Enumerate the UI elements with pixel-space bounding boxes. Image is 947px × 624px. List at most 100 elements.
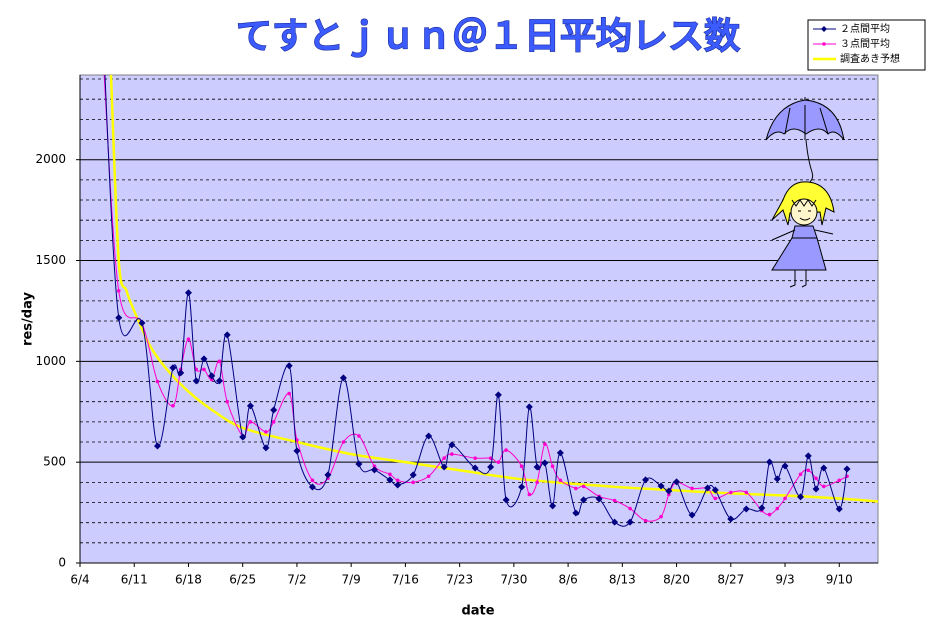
- marker: [225, 399, 230, 404]
- marker: [388, 472, 392, 477]
- marker: [246, 402, 254, 410]
- marker: [758, 504, 766, 512]
- x-tick-label: 6/11: [121, 573, 148, 587]
- x-tick-label: 7/9: [342, 573, 361, 587]
- marker: [704, 484, 712, 492]
- marker: [355, 460, 363, 468]
- marker: [550, 464, 555, 469]
- marker: [642, 476, 650, 484]
- marker: [494, 391, 502, 399]
- illustration: [765, 97, 845, 288]
- series-group: [103, 75, 878, 527]
- marker: [628, 506, 632, 511]
- series-line: [109, 75, 878, 503]
- marker: [262, 444, 270, 452]
- marker: [541, 459, 549, 467]
- x-tick-label: 6/4: [70, 573, 89, 587]
- marker: [357, 434, 361, 438]
- marker: [665, 487, 673, 495]
- marker: [727, 515, 735, 523]
- y-tick-label: 0: [58, 556, 66, 570]
- marker: [215, 377, 223, 385]
- marker: [488, 456, 493, 460]
- marker: [177, 369, 185, 377]
- marker: [581, 484, 586, 489]
- marker: [496, 460, 501, 464]
- marker: [209, 377, 214, 382]
- x-tick-label: 6/25: [229, 573, 256, 587]
- y-tick-label: 2000: [35, 152, 66, 166]
- marker: [138, 319, 146, 327]
- marker: [766, 458, 774, 466]
- marker: [711, 486, 719, 494]
- marker: [543, 442, 547, 446]
- marker: [171, 403, 175, 408]
- marker: [473, 456, 477, 460]
- marker: [574, 486, 578, 491]
- marker: [324, 471, 332, 479]
- marker: [659, 514, 663, 519]
- x-tick-label: 7/30: [500, 573, 527, 587]
- marker: [339, 374, 347, 382]
- marker: [533, 463, 541, 471]
- marker: [285, 362, 293, 370]
- marker: [643, 518, 648, 523]
- marker: [688, 511, 696, 519]
- marker: [837, 478, 842, 483]
- marker: [471, 464, 479, 472]
- marker: [773, 475, 781, 483]
- marker: [116, 288, 121, 293]
- legend-label: ３点間平均: [840, 38, 890, 50]
- x-tick-label: 7/16: [392, 573, 419, 587]
- marker: [673, 478, 681, 486]
- x-tick-label: 8/20: [663, 573, 690, 587]
- marker: [814, 476, 818, 481]
- marker: [502, 496, 510, 504]
- marker: [372, 464, 377, 469]
- marker: [626, 518, 634, 526]
- marker: [580, 496, 588, 504]
- marker: [192, 377, 200, 385]
- marker: [549, 502, 557, 510]
- y-tick-label: 500: [43, 455, 66, 469]
- marker: [448, 441, 456, 449]
- marker: [812, 485, 820, 493]
- x-tick-label: 9/10: [826, 573, 853, 587]
- marker: [525, 403, 533, 411]
- marker: [409, 471, 417, 479]
- x-tick-label: 7/23: [446, 573, 473, 587]
- marker: [767, 512, 772, 517]
- marker: [820, 464, 828, 472]
- marker: [804, 452, 812, 460]
- marker: [519, 464, 524, 469]
- marker: [690, 486, 694, 491]
- marker: [202, 367, 206, 372]
- marker: [535, 480, 539, 485]
- y-tick-label: 1500: [35, 253, 66, 267]
- marker: [186, 337, 191, 341]
- marker: [341, 440, 346, 444]
- y-axis-label: res/day: [21, 292, 36, 346]
- y-tick-label: 1000: [35, 354, 66, 368]
- legend-marker: [822, 42, 826, 46]
- marker: [395, 478, 400, 483]
- marker: [657, 482, 665, 490]
- legend-marker: [821, 26, 827, 32]
- marker: [169, 364, 177, 372]
- marker: [208, 372, 216, 380]
- x-tick-label: 8/6: [558, 573, 577, 587]
- marker: [200, 355, 208, 363]
- x-tick-label: 8/13: [609, 573, 636, 587]
- marker: [504, 448, 508, 452]
- marker: [184, 289, 192, 297]
- legend-label: ２点間平均: [840, 23, 890, 35]
- marker: [611, 518, 619, 526]
- marker: [155, 379, 160, 384]
- x-tick-label: 7/2: [287, 573, 306, 587]
- marker: [370, 466, 378, 474]
- marker: [293, 447, 301, 455]
- marker: [450, 452, 454, 456]
- marker: [308, 483, 316, 491]
- marker: [821, 484, 826, 489]
- marker: [572, 509, 580, 517]
